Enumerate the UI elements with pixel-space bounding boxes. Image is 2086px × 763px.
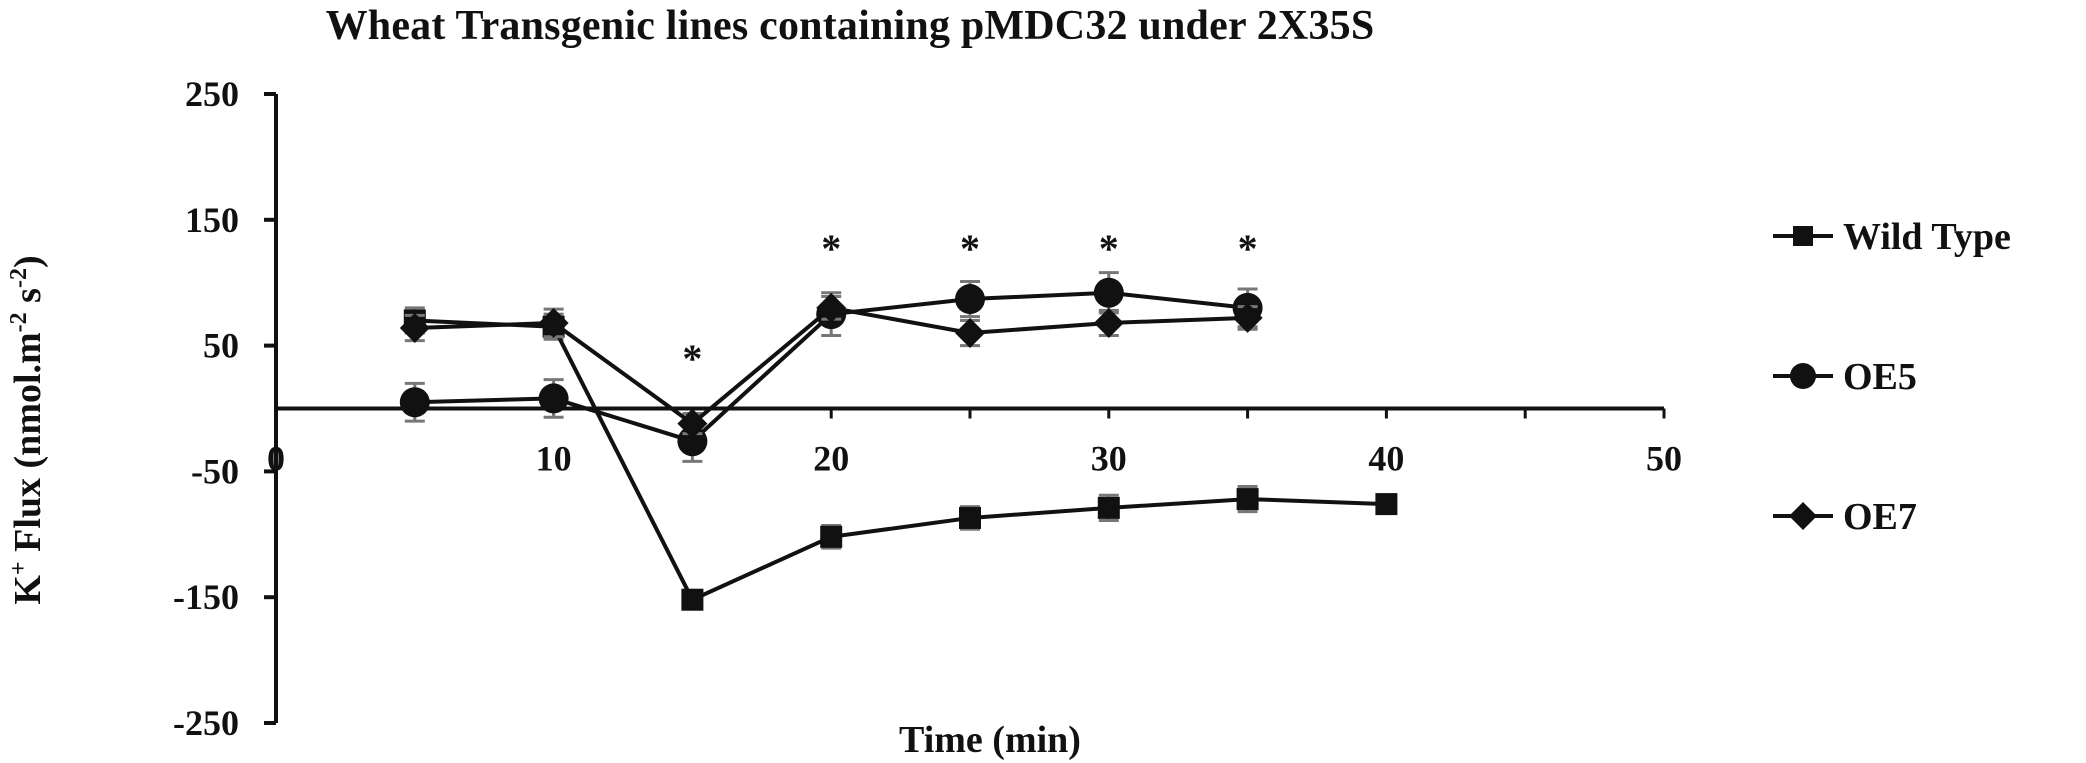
data-point	[399, 312, 430, 343]
significance-asterisk: *	[682, 336, 702, 381]
significance-asterisk: *	[821, 226, 841, 271]
series-oe7	[399, 292, 1263, 439]
legend-item: OE7	[1773, 496, 1917, 538]
data-point	[538, 383, 569, 414]
data-point	[677, 408, 708, 439]
y-tick-label: 150	[185, 200, 239, 240]
data-point	[820, 525, 843, 548]
data-point	[955, 318, 985, 349]
x-tick-labels: 0 10 20 30 40 50	[267, 439, 1682, 479]
x-tick-label: 40	[1368, 439, 1404, 479]
data-point	[1375, 493, 1398, 516]
y-axis-title: K+ Flux (nmol.m-2 s-2)	[6, 255, 49, 604]
legend-item: Wild Type	[1773, 216, 2011, 258]
data-point	[816, 292, 847, 323]
x-tick-label: 0	[267, 439, 285, 479]
legend-label: Wild Type	[1843, 216, 2011, 258]
y-tick-label: -150	[173, 577, 239, 617]
series-layer	[399, 271, 1398, 611]
x-tick-label: 10	[536, 439, 572, 479]
data-point	[955, 284, 985, 315]
significance-asterisk: *	[1238, 226, 1258, 271]
significance-asterisk: *	[960, 226, 980, 271]
data-point	[681, 588, 704, 611]
y-tick-label: -50	[191, 451, 239, 491]
data-point	[1093, 307, 1124, 338]
chart-title: Wheat Transgenic lines containing pMDC32…	[325, 3, 1375, 49]
legend-item: OE5	[1773, 356, 1917, 398]
data-point	[959, 506, 981, 529]
data-point	[1093, 277, 1124, 308]
data-point	[1232, 302, 1263, 333]
x-tick-label: 20	[813, 439, 849, 479]
legend-label: OE7	[1843, 496, 1917, 538]
data-point	[538, 307, 569, 338]
legend-marker	[1789, 502, 1817, 530]
y-tick-labels: 250 150 50 -50 -150 -250	[173, 74, 239, 743]
legend-label: OE5	[1843, 356, 1917, 398]
legend-marker	[1790, 363, 1816, 389]
x-tick-label: 30	[1091, 439, 1127, 479]
y-tick-label: 250	[185, 74, 239, 114]
series-line	[414, 318, 1387, 603]
legend-marker	[1793, 226, 1813, 246]
x-tick-label: 50	[1646, 439, 1682, 479]
annotations: * * * * *	[682, 226, 1257, 381]
significance-asterisk: *	[1099, 226, 1119, 271]
y-tick-label: 50	[203, 326, 239, 366]
data-point	[399, 387, 430, 418]
data-point	[1097, 496, 1120, 519]
legend: Wild Type OE5 OE7	[1773, 216, 2011, 538]
data-point	[1236, 488, 1259, 511]
x-axis-title: Time (min)	[899, 719, 1081, 761]
y-tick-label: -250	[173, 703, 239, 743]
